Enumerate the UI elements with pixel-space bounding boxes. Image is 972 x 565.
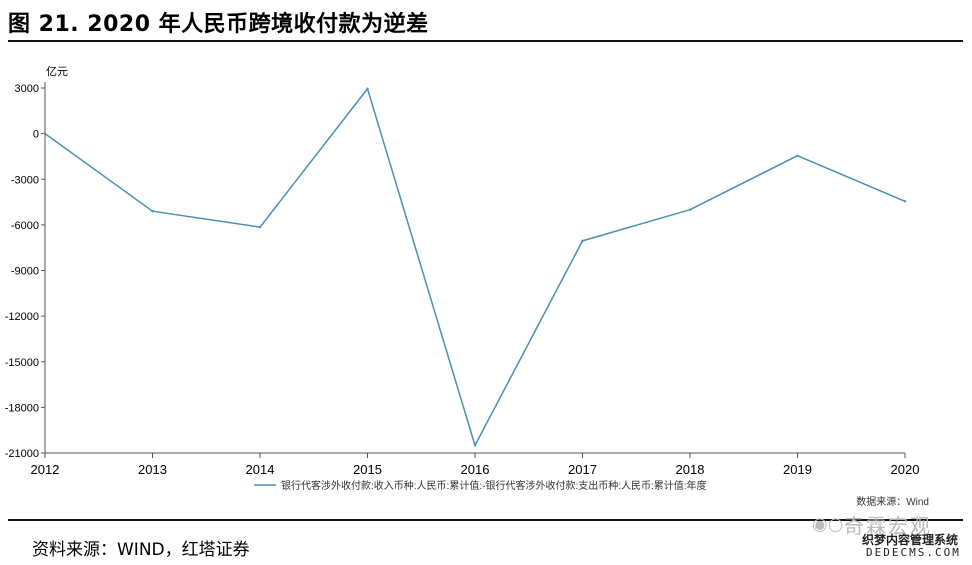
x-tick-label: 2019	[783, 462, 812, 477]
x-tick-label: 2012	[31, 462, 60, 477]
data-point	[473, 444, 477, 447]
y-tick-label: -18000	[5, 402, 39, 414]
data-point	[903, 200, 907, 203]
watermark-line2: DEDECMS.COM	[866, 546, 961, 559]
data-point	[151, 209, 154, 213]
legend: 银行代客涉外收付款:收入币种:人民币:累计值:-银行代客涉外收付款:支出币种:人…	[254, 479, 707, 492]
x-tick-label: 2014	[246, 462, 275, 477]
x-tick-label: 2013	[138, 462, 167, 477]
y-tick-label: -12000	[5, 311, 39, 323]
figure-title: 图 21. 2020 年人民币跨境收付款为逆差	[8, 12, 429, 37]
y-tick-label: -15000	[5, 357, 39, 369]
data-source-note: 数据来源：Wind	[856, 495, 929, 508]
y-axis-unit-label: 亿元	[46, 65, 68, 78]
watermark: ◉○ 奇霖宏观 织梦内容管理系统 DEDECMS.COM	[810, 508, 970, 560]
line-chart: 亿元 3000 0 -3000 -6000 -9000 -12000 -15000 -1800…	[5, 65, 929, 508]
series-line	[44, 88, 906, 447]
x-tick-label: 2020	[891, 462, 920, 477]
x-tick-label: 2018	[676, 462, 705, 477]
y-tick-label: 0	[33, 129, 39, 141]
x-axis: 2012 2013 2014 2015 2016 2017 2018 2019 2020	[31, 452, 920, 477]
y-tick-label: -9000	[11, 266, 39, 278]
y-tick-label: 3000	[15, 83, 39, 95]
plot-area	[43, 87, 907, 447]
bottom-rule	[8, 519, 963, 521]
y-tick-label: -21000	[5, 448, 39, 460]
legend-label: 银行代客涉外收付款:收入币种:人民币:累计值:-银行代客涉外收付款:支出币种:人…	[281, 479, 707, 492]
top-rule	[8, 40, 963, 42]
y-axis: 3000 0 -3000 -6000 -9000 -12000 -15000 -18000 -2…	[5, 82, 46, 460]
y-tick-label: -3000	[11, 174, 39, 186]
x-tick-label: 2015	[353, 462, 382, 477]
data-point	[581, 239, 584, 243]
watermark-name: 奇霖宏观	[844, 514, 932, 538]
y-tick-label: -6000	[11, 220, 39, 232]
watermark-line1: 织梦内容管理系统	[862, 533, 959, 547]
data-point	[258, 225, 262, 229]
data-point	[796, 154, 799, 157]
x-tick-label: 2016	[461, 462, 490, 477]
source-note: 资料来源：WIND，红塔证券	[32, 540, 250, 560]
data-point	[688, 208, 692, 211]
wechat-icon: ◉○	[812, 514, 844, 535]
data-point	[43, 132, 47, 135]
data-point	[366, 87, 369, 90]
x-tick-label: 2017	[568, 462, 597, 477]
